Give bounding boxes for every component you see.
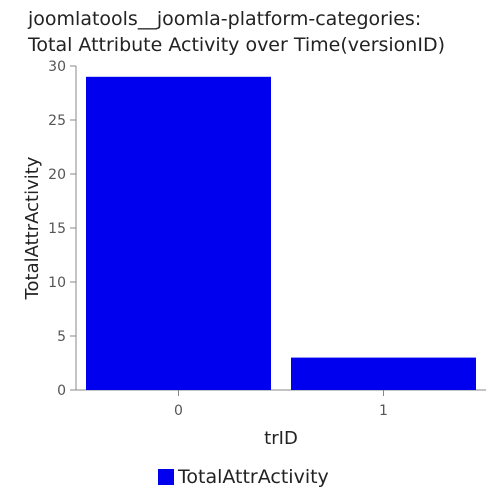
y-tick-label: 10: [48, 275, 66, 291]
y-tick-label: 20: [48, 167, 66, 183]
y-tick-label: 15: [48, 221, 66, 237]
bars-group: [86, 76, 476, 391]
x-tick-label: 1: [379, 403, 388, 419]
legend-label: TotalAttrActivity: [178, 466, 329, 488]
y-tick-label: 30: [48, 59, 66, 75]
x-axis-title: trID: [264, 428, 298, 449]
chart-title-line-1: joomlatools__joomla-platform-categories:: [28, 8, 422, 30]
x-tick-label: 0: [174, 403, 183, 419]
legend-swatch: [158, 469, 174, 485]
y-axis-title: TotalAttrActivity: [22, 156, 43, 300]
y-axis-ticks: 0 5 10 15 20 25 30: [48, 59, 76, 399]
bar-1: [291, 357, 476, 390]
bar-0: [86, 76, 271, 391]
y-tick-label: 0: [57, 383, 66, 399]
legend: TotalAttrActivity: [158, 466, 329, 488]
y-tick-label: 25: [48, 113, 66, 129]
y-tick-label: 5: [57, 329, 66, 345]
chart-title-line-2: Total Attribute Activity over Time(versi…: [28, 34, 445, 56]
